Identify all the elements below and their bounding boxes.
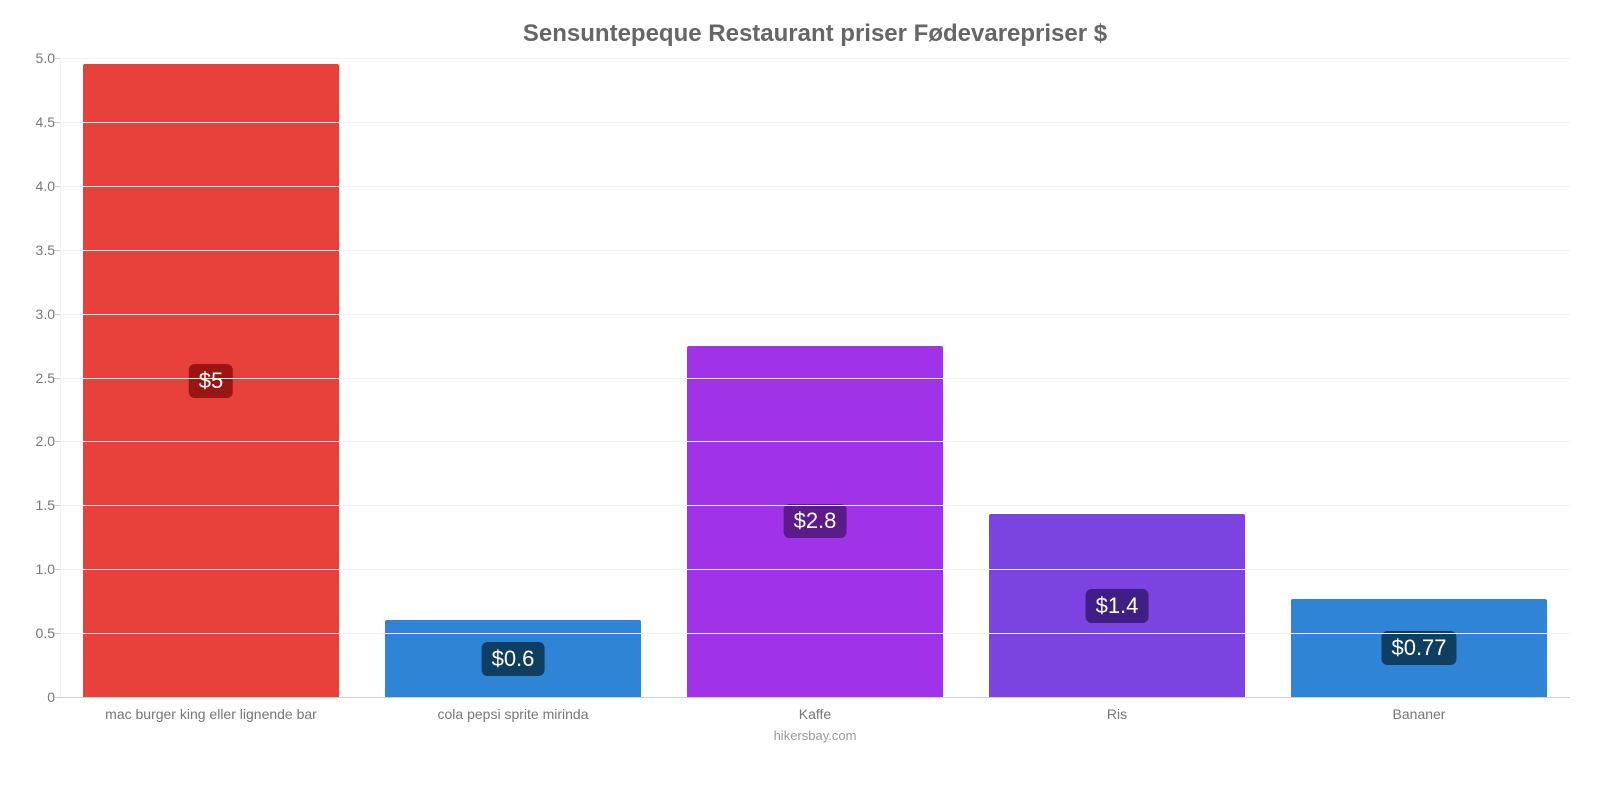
bar: $0.6 <box>385 620 642 697</box>
y-tick-mark <box>54 633 60 634</box>
gridline <box>60 250 1570 251</box>
chart-title: Sensuntepeque Restaurant priser Fødevare… <box>60 20 1570 48</box>
gridline <box>60 58 1570 59</box>
value-badge: $0.6 <box>482 642 545 676</box>
y-tick-mark <box>54 569 60 570</box>
x-axis-labels: mac burger king eller lignende barcola p… <box>60 706 1570 722</box>
y-tick-mark <box>54 186 60 187</box>
y-tick-label: 0.5 <box>15 625 55 641</box>
chart-footer: hikersbay.com <box>60 728 1570 743</box>
y-tick-mark <box>54 505 60 506</box>
y-tick-mark <box>54 378 60 379</box>
gridline <box>60 505 1570 506</box>
value-badge: $2.8 <box>784 504 847 538</box>
bar: $1.4 <box>989 514 1246 697</box>
y-tick-label: 3.5 <box>15 242 55 258</box>
x-axis-label: mac burger king eller lignende bar <box>60 706 362 722</box>
value-badge: $1.4 <box>1086 589 1149 623</box>
x-axis-label: cola pepsi sprite mirinda <box>362 706 664 722</box>
value-badge: $5 <box>189 364 233 398</box>
gridline <box>60 122 1570 123</box>
bar: $0.77 <box>1291 599 1548 697</box>
y-tick-mark <box>54 314 60 315</box>
gridline <box>60 378 1570 379</box>
bar: $2.8 <box>687 346 944 697</box>
value-badge: $0.77 <box>1381 631 1456 665</box>
plot-area: $5$0.6$2.8$1.4$0.77 00.51.01.52.02.53.03… <box>60 58 1570 698</box>
y-tick-label: 4.5 <box>15 114 55 130</box>
y-tick-mark <box>54 122 60 123</box>
bar: $5 <box>83 64 340 697</box>
y-tick-label: 2.0 <box>15 433 55 449</box>
y-tick-label: 2.5 <box>15 370 55 386</box>
y-tick-mark <box>54 697 60 698</box>
y-tick-label: 5.0 <box>15 50 55 66</box>
bar-chart: Sensuntepeque Restaurant priser Fødevare… <box>0 0 1600 800</box>
y-tick-mark <box>54 250 60 251</box>
gridline <box>60 569 1570 570</box>
y-tick-label: 4.0 <box>15 178 55 194</box>
y-tick-mark <box>54 58 60 59</box>
y-tick-label: 1.0 <box>15 561 55 577</box>
y-tick-label: 0 <box>15 689 55 705</box>
gridline <box>60 441 1570 442</box>
y-tick-label: 3.0 <box>15 306 55 322</box>
gridline <box>60 314 1570 315</box>
y-tick-label: 1.5 <box>15 497 55 513</box>
gridline <box>60 186 1570 187</box>
x-axis-label: Ris <box>966 706 1268 722</box>
x-axis-label: Bananer <box>1268 706 1570 722</box>
y-tick-mark <box>54 441 60 442</box>
gridline <box>60 633 1570 634</box>
x-axis-label: Kaffe <box>664 706 966 722</box>
